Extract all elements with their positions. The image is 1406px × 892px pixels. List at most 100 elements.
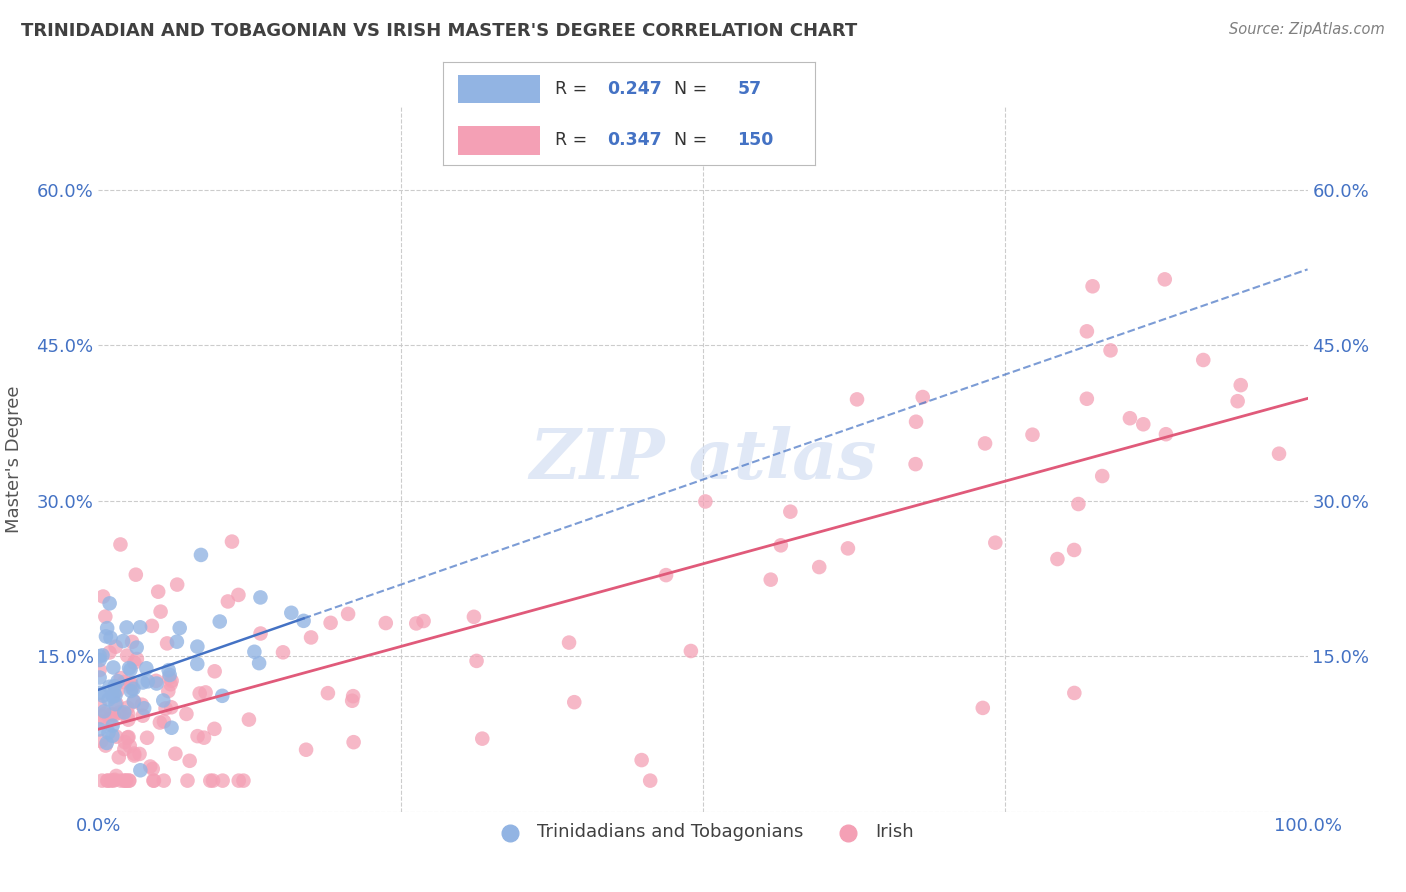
Point: [463, 610, 485, 624]
Point: [100, 631, 122, 645]
Point: [115, 648, 138, 663]
FancyBboxPatch shape: [458, 75, 540, 103]
Point: [157, 671, 180, 685]
Point: [117, 731, 139, 745]
Point: [316, 686, 339, 700]
Point: [638, 773, 661, 788]
Point: [142, 762, 165, 776]
Legend: Trinidadians and Tobagonians, Irish: Trinidadians and Tobagonians, Irish: [485, 816, 921, 848]
Point: [125, 652, 148, 666]
Point: [117, 713, 139, 727]
Point: [153, 714, 176, 729]
Point: [193, 731, 215, 745]
Point: [149, 605, 172, 619]
Point: [122, 748, 145, 763]
Point: [1076, 392, 1098, 406]
Point: [103, 660, 125, 674]
Point: [558, 635, 581, 649]
Point: [249, 626, 271, 640]
Point: [342, 689, 364, 703]
Point: [238, 713, 260, 727]
Point: [1229, 378, 1251, 392]
Point: [679, 644, 702, 658]
Point: [152, 693, 174, 707]
Text: 0.347: 0.347: [607, 131, 661, 149]
Point: [465, 654, 488, 668]
Point: [1067, 497, 1090, 511]
Point: [974, 436, 997, 450]
Point: [115, 773, 138, 788]
Text: ZIP atlas: ZIP atlas: [529, 425, 877, 493]
Point: [91, 773, 114, 788]
Point: [122, 694, 145, 708]
Point: [91, 648, 114, 663]
Point: [112, 634, 135, 648]
Point: [122, 681, 145, 696]
Point: [90, 734, 112, 748]
Text: R =: R =: [554, 131, 592, 149]
Point: [169, 621, 191, 635]
Point: [120, 677, 142, 691]
Point: [96, 773, 118, 788]
Point: [204, 665, 226, 679]
Point: [90, 709, 112, 723]
Point: [104, 640, 127, 654]
FancyBboxPatch shape: [458, 126, 540, 155]
Point: [319, 615, 342, 630]
Point: [101, 729, 124, 743]
Point: [122, 694, 145, 708]
Point: [243, 645, 266, 659]
Point: [98, 713, 121, 727]
Point: [117, 700, 139, 714]
Point: [93, 704, 115, 718]
Point: [121, 681, 143, 696]
Point: [695, 494, 717, 508]
Point: [808, 560, 831, 574]
Point: [91, 714, 114, 729]
Point: [905, 415, 928, 429]
Point: [655, 568, 678, 582]
Point: [166, 634, 188, 648]
Point: [110, 706, 132, 721]
Point: [100, 707, 122, 722]
Point: [179, 754, 201, 768]
Point: [972, 701, 994, 715]
Point: [103, 708, 125, 723]
Point: [89, 698, 111, 712]
Point: [374, 615, 396, 630]
Point: [562, 695, 585, 709]
Point: [295, 743, 318, 757]
Point: [337, 607, 360, 621]
Point: [89, 723, 111, 737]
Point: [217, 594, 239, 608]
Text: Source: ZipAtlas.com: Source: ZipAtlas.com: [1229, 22, 1385, 37]
Point: [112, 742, 135, 756]
Point: [103, 686, 125, 700]
Point: [101, 719, 124, 733]
Point: [141, 619, 163, 633]
Point: [129, 764, 152, 778]
Point: [143, 773, 166, 788]
Point: [105, 730, 128, 744]
Text: R =: R =: [554, 80, 592, 98]
Point: [124, 656, 146, 670]
Point: [97, 692, 120, 706]
Point: [201, 773, 224, 788]
Point: [114, 773, 136, 788]
Point: [405, 616, 427, 631]
Point: [1226, 394, 1249, 409]
Point: [190, 548, 212, 562]
Point: [846, 392, 869, 407]
Text: TRINIDADIAN AND TOBAGONIAN VS IRISH MASTER'S DEGREE CORRELATION CHART: TRINIDADIAN AND TOBAGONIAN VS IRISH MAST…: [21, 22, 858, 40]
Point: [188, 686, 211, 700]
Point: [271, 645, 294, 659]
Point: [96, 736, 118, 750]
Point: [110, 671, 132, 685]
Text: 57: 57: [737, 80, 762, 98]
Point: [145, 676, 167, 690]
Point: [105, 769, 128, 783]
Text: N =: N =: [673, 80, 713, 98]
Point: [105, 697, 128, 711]
Point: [165, 747, 187, 761]
Point: [96, 621, 118, 635]
